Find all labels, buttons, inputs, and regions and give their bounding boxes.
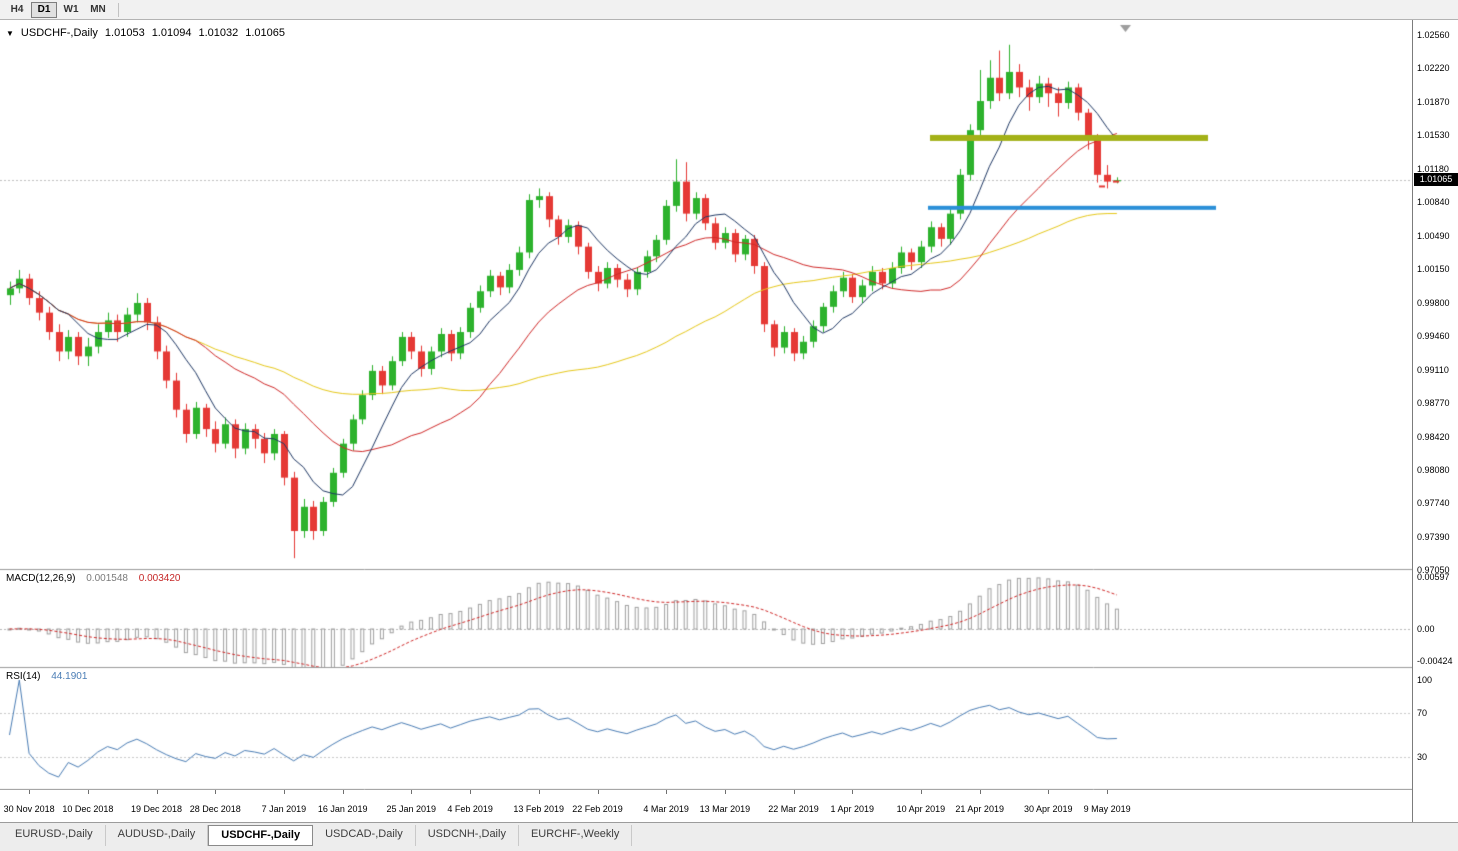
- chart-tab-eurusd[interactable]: EURUSD-,Daily: [3, 825, 106, 846]
- date-label: 22 Feb 2019: [572, 804, 623, 814]
- date-tick-mark: [215, 790, 217, 794]
- date-label: 7 Jan 2019: [261, 804, 307, 814]
- date-label: 10 Dec 2018: [62, 804, 114, 814]
- date-label: 16 Jan 2019: [317, 804, 368, 814]
- date-label: 1 Apr 2019: [830, 804, 875, 814]
- macd-axis-label: -0.00424: [1417, 656, 1453, 666]
- date-label: 28 Dec 2018: [189, 804, 241, 814]
- chart-header: ▼ USDCHF-,Daily 1.01053 1.01094 1.01032 …: [6, 27, 292, 39]
- macd-main-value: 0.001548: [86, 573, 128, 584]
- date-tick-mark: [1048, 790, 1050, 794]
- timeframe-button-mn[interactable]: MN: [90, 3, 106, 15]
- price-axis-label: 0.97050: [1417, 564, 1450, 575]
- rsi-indicator-label: RSI(14) 44.1901: [6, 671, 95, 682]
- time-axis[interactable]: 30 Nov 2018 10 Dec 2018 19 Dec 2018 28 Dec …: [0, 790, 1412, 822]
- date-label: 13 Feb 2019: [513, 804, 564, 814]
- price-axis-label: 0.99110: [1417, 364, 1449, 375]
- timeframe-button-w1[interactable]: W1: [63, 3, 79, 15]
- price-chart-canvas[interactable]: [0, 20, 1458, 790]
- date-tick-mark: [1107, 790, 1109, 794]
- toolbar-separator: [118, 2, 119, 17]
- date-label: 9 May 2019: [1083, 804, 1131, 814]
- ohlc-open: 1.01053: [104, 27, 145, 39]
- date-label: 30 Nov 2018: [3, 804, 55, 814]
- ohlc-high: 1.01094: [151, 27, 192, 39]
- date-label: 13 Mar 2019: [699, 804, 751, 814]
- price-axis-label: 0.99460: [1417, 330, 1450, 341]
- date-tick-mark: [920, 790, 922, 794]
- timeframe-button-d1[interactable]: D1: [31, 1, 57, 18]
- date-tick-mark: [156, 790, 158, 794]
- chart-dropdown-arrow-icon[interactable]: ▼: [6, 28, 14, 38]
- macd-title: MACD(12,26,9): [6, 573, 76, 584]
- rsi-axis-label: 100: [1417, 675, 1433, 685]
- date-label: 25 Jan 2019: [386, 804, 437, 814]
- price-axis-label: 0.99800: [1417, 297, 1450, 308]
- macd-signal-value: 0.003420: [138, 573, 181, 584]
- date-tick-mark: [342, 790, 344, 794]
- chart-tab-audusd[interactable]: AUDUSD-,Daily: [106, 825, 209, 846]
- price-axis-label: 0.98420: [1417, 431, 1450, 442]
- date-label: 10 Apr 2019: [896, 804, 946, 814]
- timeframe-button-h4[interactable]: H4: [10, 3, 24, 15]
- price-axis[interactable]: 1.02560 1.02220 1.01870 1.01530 1.01180 1.008…: [1412, 20, 1458, 822]
- price-axis-label: 1.01870: [1417, 97, 1450, 108]
- chart-tab-usdcad[interactable]: USDCAD-,Daily: [313, 825, 416, 846]
- date-label: 4 Mar 2019: [643, 804, 689, 814]
- date-tick-mark: [852, 790, 854, 794]
- price-axis-label: 1.01530: [1417, 130, 1450, 141]
- date-tick-mark: [411, 790, 413, 794]
- chart-tab-bar: EURUSD-,Daily AUDUSD-,Daily USDCHF-,Daily U…: [0, 822, 1458, 851]
- price-axis-label: 1.02560: [1417, 30, 1450, 41]
- price-axis-label: 1.00150: [1417, 263, 1450, 274]
- price-axis-label: 0.97740: [1417, 497, 1450, 508]
- ohlc-low: 1.01032: [198, 27, 239, 39]
- rsi-value: 44.1901: [51, 671, 88, 682]
- date-label: 21 Apr 2019: [955, 804, 1004, 814]
- chart-tab-usdchf[interactable]: USDCHF-,Daily: [208, 825, 314, 846]
- price-axis-label: 0.98080: [1417, 464, 1450, 475]
- chart-window: ▼ USDCHF-,Daily 1.01053 1.01094 1.01032 …: [0, 20, 1458, 822]
- timeframe-toolbar: H4 D1 W1 MN: [0, 0, 1458, 20]
- date-tick-mark: [87, 790, 89, 794]
- date-label: 30 Apr 2019: [1024, 804, 1073, 814]
- date-label: 4 Feb 2019: [447, 804, 493, 814]
- date-tick-mark: [666, 790, 668, 794]
- chart-symbol-label: USDCHF-,Daily: [20, 27, 98, 39]
- price-axis-label: 1.01180: [1417, 163, 1449, 174]
- macd-indicator-label: MACD(12,26,9) 0.001548 0.003420: [6, 573, 188, 584]
- date-tick-mark: [979, 790, 981, 794]
- price-axis-label: 1.00490: [1417, 230, 1450, 241]
- rsi-axis-label: 70: [1417, 708, 1428, 718]
- date-label: 22 Mar 2019: [768, 804, 819, 814]
- date-tick-mark: [597, 790, 599, 794]
- date-tick-mark: [470, 790, 472, 794]
- date-tick-mark: [29, 790, 31, 794]
- price-axis-label: 1.00840: [1417, 196, 1450, 207]
- rsi-axis-label: 30: [1417, 752, 1428, 762]
- macd-axis-label: 0.00: [1417, 624, 1435, 634]
- rsi-title: RSI(14): [6, 671, 41, 682]
- date-label: 19 Dec 2018: [130, 804, 183, 814]
- date-tick-mark: [793, 790, 795, 794]
- current-price-badge: 1.01065: [1414, 173, 1458, 187]
- date-tick-mark: [724, 790, 726, 794]
- macd-axis-label: 0.00597: [1417, 572, 1450, 582]
- ohlc-close: 1.01065: [245, 27, 285, 39]
- price-axis-label: 0.97390: [1417, 531, 1450, 542]
- price-axis-label: 1.02220: [1417, 63, 1450, 74]
- chart-tab-usdcnh[interactable]: USDCNH-,Daily: [416, 825, 519, 846]
- price-axis-label: 0.98770: [1417, 397, 1450, 408]
- date-tick-mark: [538, 790, 540, 794]
- chart-tab-eurchf[interactable]: EURCHF-,Weekly: [519, 825, 633, 846]
- date-tick-mark: [283, 790, 285, 794]
